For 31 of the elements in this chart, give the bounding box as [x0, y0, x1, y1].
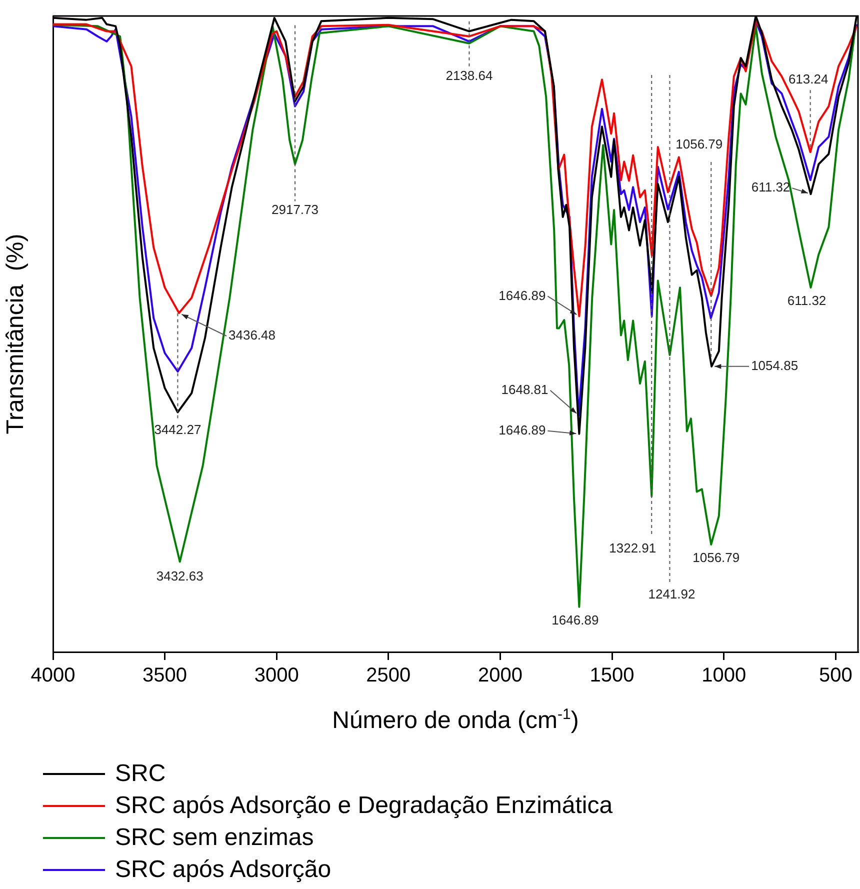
x-tick-label: 3000 — [254, 664, 299, 687]
ref-line-label: 1322.91 — [609, 540, 656, 556]
annotation: 1646.89 — [552, 612, 599, 628]
annotation: 3432.63 — [156, 568, 204, 584]
x-tick-label: 1000 — [702, 664, 746, 687]
annotation: 611.32 — [787, 293, 826, 308]
legend-label: SRC após Adsorção — [115, 856, 332, 884]
ref-line-label: 1056.79 — [676, 136, 723, 152]
annotation: 2138.64 — [446, 68, 493, 83]
annotation: 3436.48 — [228, 328, 276, 343]
x-tick-label: 3500 — [142, 664, 188, 687]
annotation: 2917.73 — [272, 202, 319, 217]
annotation: 3442.27 — [154, 422, 202, 437]
ref-line-label: 1241.92 — [648, 586, 696, 602]
x-tick-label: 2000 — [478, 664, 522, 687]
x-tick-label: 2500 — [366, 664, 411, 687]
annotation: 1054.85 — [751, 358, 798, 374]
legend-label: SRC sem enzimas — [115, 824, 314, 852]
x-tick-label: 1500 — [590, 664, 634, 687]
y-axis-title: Transmitância (%) — [2, 234, 30, 434]
x-tick-label: 500 — [818, 664, 852, 687]
x-axis-title: Número de onda (cm$^{-1}$) — [331, 706, 580, 735]
legend-label: SRC — [115, 760, 166, 788]
annotation: 1056.79 — [692, 550, 740, 566]
annotation: 1646.89 — [498, 288, 546, 303]
x-tick-label: 4000 — [30, 664, 76, 687]
annotation: 1646.89 — [498, 422, 546, 438]
annotation: 1648.81 — [501, 382, 548, 397]
annotation: 611.32 — [751, 180, 790, 195]
legend-label: SRC após Adsorção e Degradação Enzimática — [115, 792, 613, 820]
annotation: 613.24 — [788, 72, 828, 87]
